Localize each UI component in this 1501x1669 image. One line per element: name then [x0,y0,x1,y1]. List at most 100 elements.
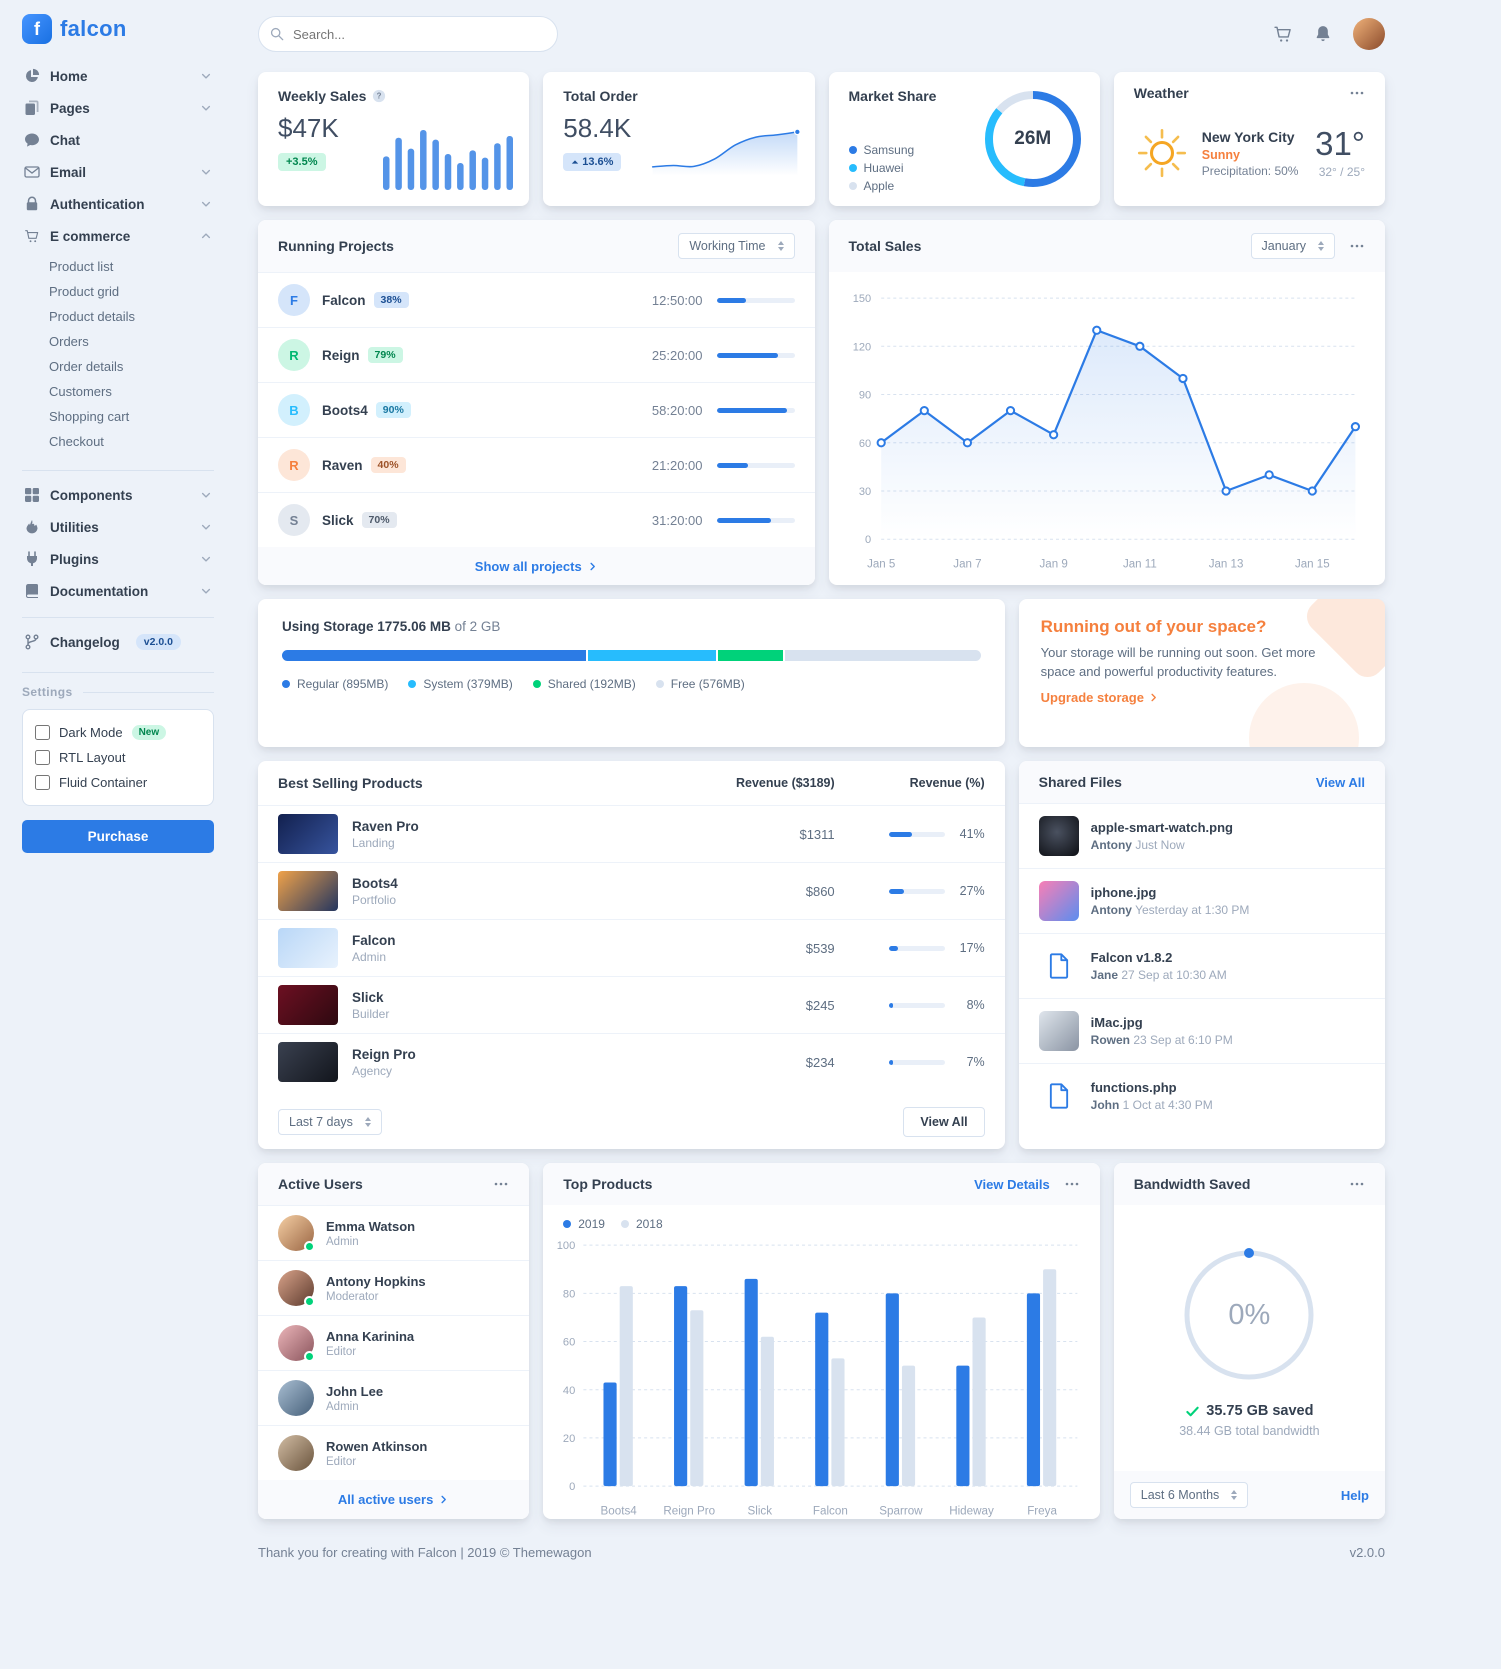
help-link[interactable]: Help [1340,1487,1369,1503]
avatar[interactable] [278,1380,314,1416]
sidebar-item-pages[interactable]: Pages [22,92,214,124]
setting-checkbox[interactable] [35,725,50,740]
ellipsis-menu-icon[interactable] [493,1176,509,1192]
show-all-projects-link[interactable]: Show all projects [258,547,815,585]
sidebar-item-e-commerce[interactable]: E commerce [22,220,214,252]
users-list: Emma Watson Admin Antony Hopkins Moderat… [258,1205,530,1480]
cart-icon[interactable] [1273,24,1293,44]
file-user: Rowen [1090,1033,1130,1047]
all-active-users-link[interactable]: All active users [258,1480,530,1519]
project-name[interactable]: Raven [322,457,363,473]
file-name[interactable]: Falcon v1.8.2 [1090,950,1173,965]
product-name[interactable]: Boots4 [352,875,398,891]
sidebar-subitem-shopping-cart[interactable]: Shopping cart [49,409,130,424]
search-input[interactable] [258,16,558,52]
product-name[interactable]: Reign Pro [352,1046,416,1062]
sidebar-subitem-checkout[interactable]: Checkout [49,434,104,449]
user-name[interactable]: Anna Karinina [326,1328,415,1344]
product-thumbnail[interactable] [278,1042,338,1082]
purchase-button[interactable]: Purchase [22,820,214,853]
falcon-logo-icon: f [22,14,52,44]
sidebar-item-documentation[interactable]: Documentation [22,575,214,607]
month-select[interactable]: January [1250,233,1335,259]
sidebar-item-utilities[interactable]: Utilities [22,511,214,543]
sun-icon [1134,125,1190,181]
user-name[interactable]: Antony Hopkins [326,1273,426,1289]
pages-icon [24,100,40,116]
product-thumbnail[interactable] [278,814,338,854]
avatar[interactable] [278,1325,315,1362]
range-select[interactable]: Last 6 Months [1129,1482,1249,1508]
file-icon[interactable] [1039,946,1079,986]
sidebar-item-email[interactable]: Email [22,156,214,188]
project-name[interactable]: Reign [322,347,360,363]
file-icon[interactable] [1039,1076,1079,1116]
sidebar-subitem-product-grid[interactable]: Product grid [49,284,120,299]
project-name[interactable]: Boots4 [322,402,368,418]
working-time-select[interactable]: Working Time [678,233,795,259]
help-icon[interactable]: ? [372,89,386,103]
product-name[interactable]: Falcon [352,932,396,948]
file-name[interactable]: functions.php [1090,1080,1177,1095]
product-progress-bar [888,945,945,951]
sidebar-item-authentication[interactable]: Authentication [22,188,214,220]
setting-checkbox[interactable] [35,750,50,765]
product-thumbnail[interactable] [278,928,338,968]
user-name[interactable]: John Lee [326,1383,384,1399]
file-name[interactable]: iphone.jpg [1090,885,1157,900]
view-all-button[interactable]: View All [903,1107,985,1137]
product-name[interactable]: Slick [352,989,384,1005]
bell-icon[interactable] [1313,24,1333,44]
sidebar-item-components[interactable]: Components [22,479,214,511]
project-row-boots4: B Boots4 90% 58:20:00 [258,382,815,437]
upgrade-storage-link[interactable]: Upgrade storage [1041,690,1363,705]
sidebar-item-home[interactable]: Home [22,60,214,92]
ellipsis-menu-icon[interactable] [1349,1176,1365,1192]
file-name[interactable]: apple-smart-watch.png [1090,820,1233,835]
view-all-link[interactable]: View All [1315,774,1365,790]
ellipsis-menu-icon[interactable] [1064,1176,1080,1192]
sidebar-item-plugins[interactable]: Plugins [22,543,214,575]
product-thumbnail[interactable] [278,985,338,1025]
product-thumbnail[interactable] [278,871,338,911]
sidebar-item-changelog[interactable]: Changelog v2.0.0 [22,626,214,658]
profile-avatar[interactable] [1353,18,1385,50]
setting-checkbox[interactable] [35,775,50,790]
legend-dot [848,182,857,190]
sidebar-item-chat[interactable]: Chat [22,124,214,156]
project-name[interactable]: Slick [322,512,354,528]
user-name[interactable]: Emma Watson [326,1218,416,1234]
sidebar-subitem-order-details[interactable]: Order details [49,359,124,374]
user-role: Editor [326,1455,357,1468]
card-title: Running Projects [278,238,394,254]
user-name[interactable]: Rowen Atkinson [326,1438,428,1454]
product-name[interactable]: Raven Pro [352,818,419,834]
file-thumbnail[interactable] [1038,881,1079,921]
card-title: Shared Files [1038,774,1122,790]
setting-rtl-layout[interactable]: RTL Layout [35,745,201,770]
brand-logo[interactable]: f falcon [22,14,214,44]
total-sales-chart: 0 30 60 90 120 150 Jan 5 Jan 7 Jan 9 Jan 11 Jan 13… [829,272,1386,585]
avatar[interactable] [278,1270,315,1307]
sidebar-subitem-product-details[interactable]: Product details [49,309,135,324]
caret-up-icon [571,158,579,166]
setting-fluid-container[interactable]: Fluid Container [35,770,201,795]
period-select[interactable]: Last 7 days [278,1109,382,1135]
file-thumbnail[interactable] [1038,816,1079,856]
file-user: Antony [1090,903,1132,917]
avatar[interactable] [278,1435,314,1471]
avatar[interactable] [278,1215,315,1252]
divider [22,672,214,673]
ellipsis-menu-icon[interactable] [1349,85,1365,101]
svg-text:150: 150 [852,293,870,305]
sidebar-subitem-customers[interactable]: Customers [49,384,112,399]
view-details-link[interactable]: View Details [974,1176,1050,1192]
ellipsis-menu-icon[interactable] [1349,238,1365,254]
sidebar-subitem-orders[interactable]: Orders [49,334,89,349]
setting-dark-mode[interactable]: Dark Mode New [35,720,201,745]
file-thumbnail[interactable] [1038,1011,1079,1051]
sidebar-subitem-product-list[interactable]: Product list [49,259,114,274]
storage-legend-system-379mb-: System (379MB) [408,677,513,691]
project-name[interactable]: Falcon [322,292,366,308]
file-name[interactable]: iMac.jpg [1090,1015,1143,1030]
